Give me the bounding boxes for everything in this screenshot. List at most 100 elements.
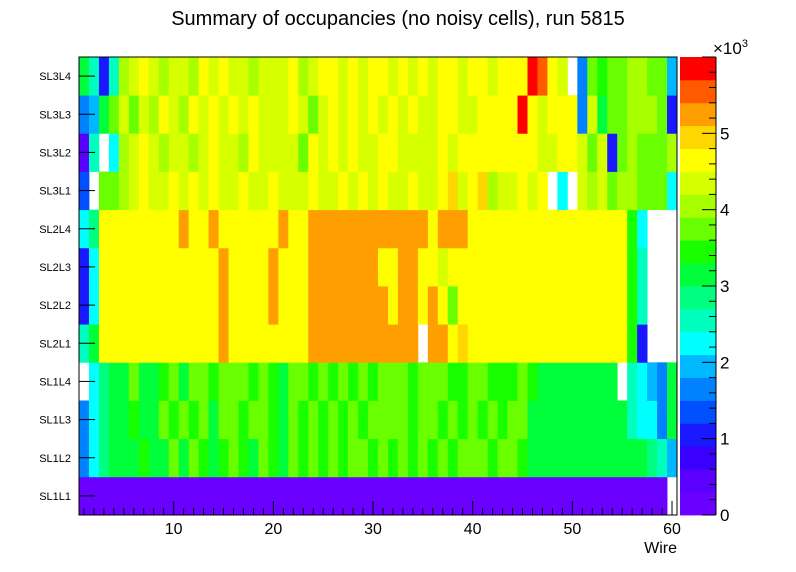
- heatmap-cell: [487, 57, 498, 96]
- heatmap-cell: [228, 57, 239, 96]
- heatmap-cell: [248, 209, 259, 249]
- heatmap-cell: [378, 57, 389, 96]
- heatmap-cell: [627, 286, 638, 325]
- heatmap-cell: [467, 438, 479, 478]
- heatmap-cell: [108, 247, 120, 287]
- heatmap-cell: [198, 171, 209, 211]
- heatmap-cell: [457, 133, 469, 172]
- heatmap-cell: [238, 362, 249, 401]
- heatmap-cell: [238, 57, 249, 96]
- heatmap-cell: [617, 95, 628, 134]
- heatmap-cell: [188, 362, 199, 401]
- heatmap-cell: [607, 247, 618, 287]
- heatmap-cell: [348, 209, 359, 249]
- heatmap-cell: [537, 171, 548, 211]
- multiplier-base: ×10: [713, 39, 742, 58]
- heatmap-cell: [218, 324, 229, 363]
- heatmap-cell: [178, 476, 190, 516]
- color-scale-segment: [680, 240, 716, 264]
- x-axis: 10 20 30 40 50 60: [83, 501, 681, 538]
- heatmap-cell: [108, 95, 120, 134]
- heatmap-cell: [128, 95, 140, 134]
- heatmap-cell: [348, 133, 359, 172]
- heatmap-cell: [278, 438, 289, 478]
- heatmap-cell: [98, 95, 110, 134]
- heatmap-cell: [607, 133, 618, 172]
- heatmap-cell: [208, 171, 219, 211]
- heatmap-cell: [178, 57, 190, 96]
- heatmap-cell: [168, 362, 180, 401]
- x-tick-label: 50: [563, 521, 581, 538]
- heatmap-cell: [368, 438, 379, 478]
- heatmap-cell: [387, 438, 399, 478]
- heatmap-cell: [477, 95, 489, 134]
- heatmap-cell: [447, 476, 459, 516]
- heatmap-cell: [328, 171, 339, 211]
- heatmap-cell: [597, 438, 608, 478]
- heatmap-cell: [368, 400, 379, 440]
- heatmap-cell: [318, 209, 329, 249]
- heatmap-cell: [348, 95, 359, 134]
- heatmap-cell: [467, 362, 479, 401]
- heatmap-cell: [198, 400, 209, 440]
- y-tick-label: SL1L3: [39, 415, 71, 427]
- heatmap-cell: [148, 57, 160, 96]
- heatmap-cell: [547, 324, 558, 363]
- heatmap-cell: [248, 400, 259, 440]
- heatmap-cell: [338, 324, 349, 363]
- heatmap-cell: [607, 171, 618, 211]
- color-scale-segment: [680, 469, 716, 493]
- heatmap-cell: [397, 362, 409, 401]
- z-tick-label: 0: [720, 506, 729, 525]
- heatmap-cell: [507, 362, 518, 401]
- heatmap-cell: [198, 286, 209, 325]
- heatmap-cell: [178, 209, 190, 249]
- heatmap-cell: [288, 95, 299, 134]
- heatmap-cell: [397, 133, 409, 172]
- heatmap-cell: [577, 209, 588, 249]
- y-tick-label: SL2L2: [39, 300, 71, 312]
- color-scale-segment: [680, 171, 716, 195]
- heatmap-cell: [477, 400, 489, 440]
- heatmap-cell: [507, 400, 518, 440]
- heatmap-cell: [597, 324, 608, 363]
- heatmap-cell: [318, 95, 329, 134]
- heatmap-cell: [557, 400, 568, 440]
- heatmap-cell: [298, 57, 309, 96]
- heatmap-cell: [208, 133, 219, 172]
- heatmap-cell: [437, 209, 449, 249]
- heatmap-cell: [228, 209, 239, 249]
- heatmap-cell: [188, 171, 199, 211]
- heatmap-cell: [507, 171, 518, 211]
- heatmap-cell: [358, 400, 369, 440]
- heatmap-cell: [397, 171, 409, 211]
- heatmap-cell: [228, 286, 239, 325]
- heatmap-cell: [527, 209, 538, 249]
- heatmap-cell: [128, 133, 140, 172]
- heatmap-cell: [378, 362, 389, 401]
- heatmap-cell: [487, 95, 498, 134]
- heatmap-cell: [148, 400, 160, 440]
- heatmap-cell: [218, 247, 229, 287]
- heatmap-cell: [138, 133, 150, 172]
- heatmap-cell: [128, 438, 140, 478]
- y-tick-label: SL2L3: [39, 262, 71, 274]
- heatmap-cell: [138, 171, 150, 211]
- heatmap-cell: [118, 324, 130, 363]
- heatmap-cell: [647, 57, 658, 96]
- heatmap-cell: [617, 247, 628, 287]
- color-scale-segment: [680, 331, 716, 356]
- heatmap-cell: [497, 476, 508, 516]
- heatmap-cell: [577, 133, 588, 172]
- heatmap-cell: [128, 286, 140, 325]
- heatmap-cell: [667, 362, 678, 401]
- heatmap-cell: [118, 476, 130, 516]
- heatmap-cell: [627, 171, 638, 211]
- heatmap-cell: [587, 286, 598, 325]
- heatmap-cell: [437, 171, 449, 211]
- heatmap-cell: [457, 95, 469, 134]
- heatmap-cell: [108, 133, 120, 172]
- heatmap-cell: [238, 438, 249, 478]
- heatmap-cell: [417, 133, 429, 172]
